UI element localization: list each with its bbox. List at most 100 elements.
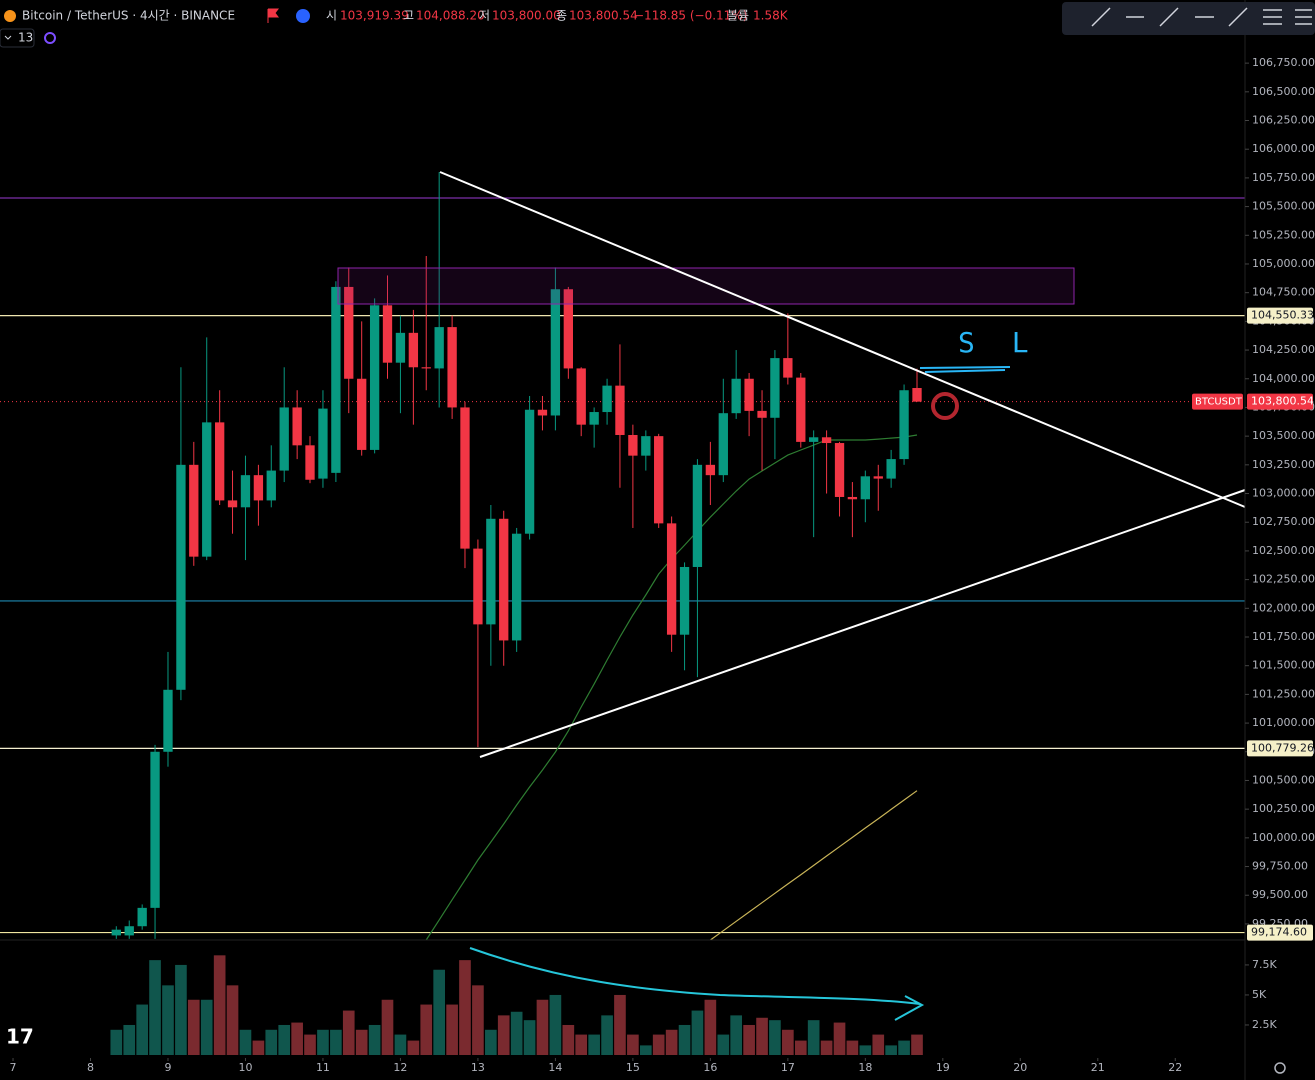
volume-bar <box>717 1034 730 1055</box>
x-tick-label: 17 <box>781 1061 795 1074</box>
y-tick-label: 106,250.00 <box>1252 114 1315 127</box>
candle-body <box>421 367 431 369</box>
volume-bar <box>123 1024 136 1055</box>
ohlc-label: 저 <box>479 9 490 23</box>
candle-body <box>279 407 289 471</box>
level-label: 99,174.60 <box>1251 926 1307 939</box>
y-tick-label: 105,750.00 <box>1252 171 1315 184</box>
volume-bar <box>549 994 562 1055</box>
volume-label: 볼륨 <box>727 9 749 23</box>
volume-bar <box>652 1034 665 1055</box>
y-tick-label: 103,500.00 <box>1252 429 1315 442</box>
volume-bar <box>536 999 549 1055</box>
candle-body <box>860 476 870 500</box>
candle-body <box>705 464 716 476</box>
y-tick-label: 102,000.00 <box>1252 601 1315 614</box>
y-tick-label: 100,250.00 <box>1252 802 1315 815</box>
level-tag <box>1247 740 1313 757</box>
candle-body <box>783 358 793 378</box>
y-tick-label: 105,000.00 <box>1252 257 1315 270</box>
volume-bar <box>898 1040 910 1055</box>
x-tick-label: 22 <box>1168 1061 1182 1074</box>
y-tick-label: 104,750.00 <box>1252 286 1315 299</box>
candle-body <box>499 518 509 641</box>
y-tick-label: 103,000.00 <box>1252 487 1315 500</box>
y-tick-label: 106,000.00 <box>1252 142 1315 155</box>
candle-body <box>408 332 419 368</box>
candle-body <box>563 289 573 369</box>
ohlc-label: 종 <box>556 9 567 23</box>
candle-body <box>757 410 767 418</box>
candle-body <box>266 470 276 501</box>
volume-bar <box>562 1024 575 1055</box>
volume-bar <box>601 1015 613 1055</box>
volume-bar <box>833 1022 846 1055</box>
candle-body <box>576 368 586 425</box>
y-tick-label: 99,750.00 <box>1252 860 1308 873</box>
candle-body <box>369 305 380 450</box>
candle-body <box>628 434 638 456</box>
indicators-toggle[interactable] <box>0 28 35 48</box>
ohlc-value: 104,088.20 <box>416 9 485 23</box>
volume-bar <box>265 1029 278 1055</box>
price-tag-label: 103,800.54 <box>1251 395 1314 408</box>
volume-bar <box>304 1034 316 1055</box>
y-tick-label: 101,250.00 <box>1252 687 1315 700</box>
candle-body <box>641 436 651 456</box>
volume-bar <box>872 1034 885 1055</box>
replay-button[interactable] <box>296 9 310 23</box>
volume-bar <box>704 999 717 1055</box>
volume-bar <box>665 1029 678 1055</box>
volume-bar <box>691 1010 704 1055</box>
indicator-count: 13 <box>18 31 33 45</box>
volume-bar <box>575 1034 588 1055</box>
x-tick-label: 15 <box>626 1061 640 1074</box>
candle-body <box>796 377 806 442</box>
plot-area <box>0 172 1245 1055</box>
volume-bar <box>213 955 226 1055</box>
volume-bar <box>472 985 484 1055</box>
symbol-icon <box>4 10 16 22</box>
candle-body <box>615 385 625 435</box>
candle-body <box>305 445 315 480</box>
volume-bar <box>110 1029 123 1055</box>
volume-bar <box>911 1034 923 1055</box>
x-tick-label: 18 <box>858 1061 872 1074</box>
x-tick-label: 19 <box>936 1061 950 1074</box>
candle-body <box>770 358 780 418</box>
settings-button[interactable] <box>1274 1062 1286 1074</box>
level-tag <box>1247 924 1313 941</box>
x-tick-label: 21 <box>1091 1061 1105 1074</box>
candle-body <box>602 385 612 413</box>
y-tick-label: 100,000.00 <box>1252 831 1315 844</box>
x-tick-label: 12 <box>393 1061 407 1074</box>
candle-body <box>537 409 548 416</box>
volume-bar <box>355 1029 368 1055</box>
tool-extended[interactable] <box>1228 7 1248 27</box>
candle-body <box>654 436 664 524</box>
trend-line <box>479 489 1246 758</box>
ohlc-label: 시 <box>326 9 337 23</box>
volume-bar <box>368 1024 381 1055</box>
tool-channel[interactable] <box>1295 9 1312 25</box>
volume-bar <box>330 1029 342 1055</box>
candle-body <box>292 407 302 446</box>
volume-bar <box>588 1034 600 1055</box>
tool-ray[interactable] <box>1159 7 1179 27</box>
candle-body <box>524 409 535 534</box>
level-tag <box>1247 307 1313 324</box>
volume-bar <box>149 960 161 1055</box>
tool-trendline[interactable] <box>1091 7 1111 27</box>
candle-body <box>124 926 134 936</box>
tool-fib[interactable] <box>1263 9 1282 25</box>
x-tick-label: 10 <box>238 1061 252 1074</box>
volume-bar <box>187 999 200 1055</box>
volume-bar <box>510 1011 523 1055</box>
candle-body <box>666 523 677 635</box>
volume-bar <box>614 994 626 1055</box>
candle-body <box>912 388 922 402</box>
x-tick-label: 13 <box>471 1061 485 1074</box>
volume-bar <box>136 1004 149 1055</box>
candle-body <box>202 422 212 557</box>
